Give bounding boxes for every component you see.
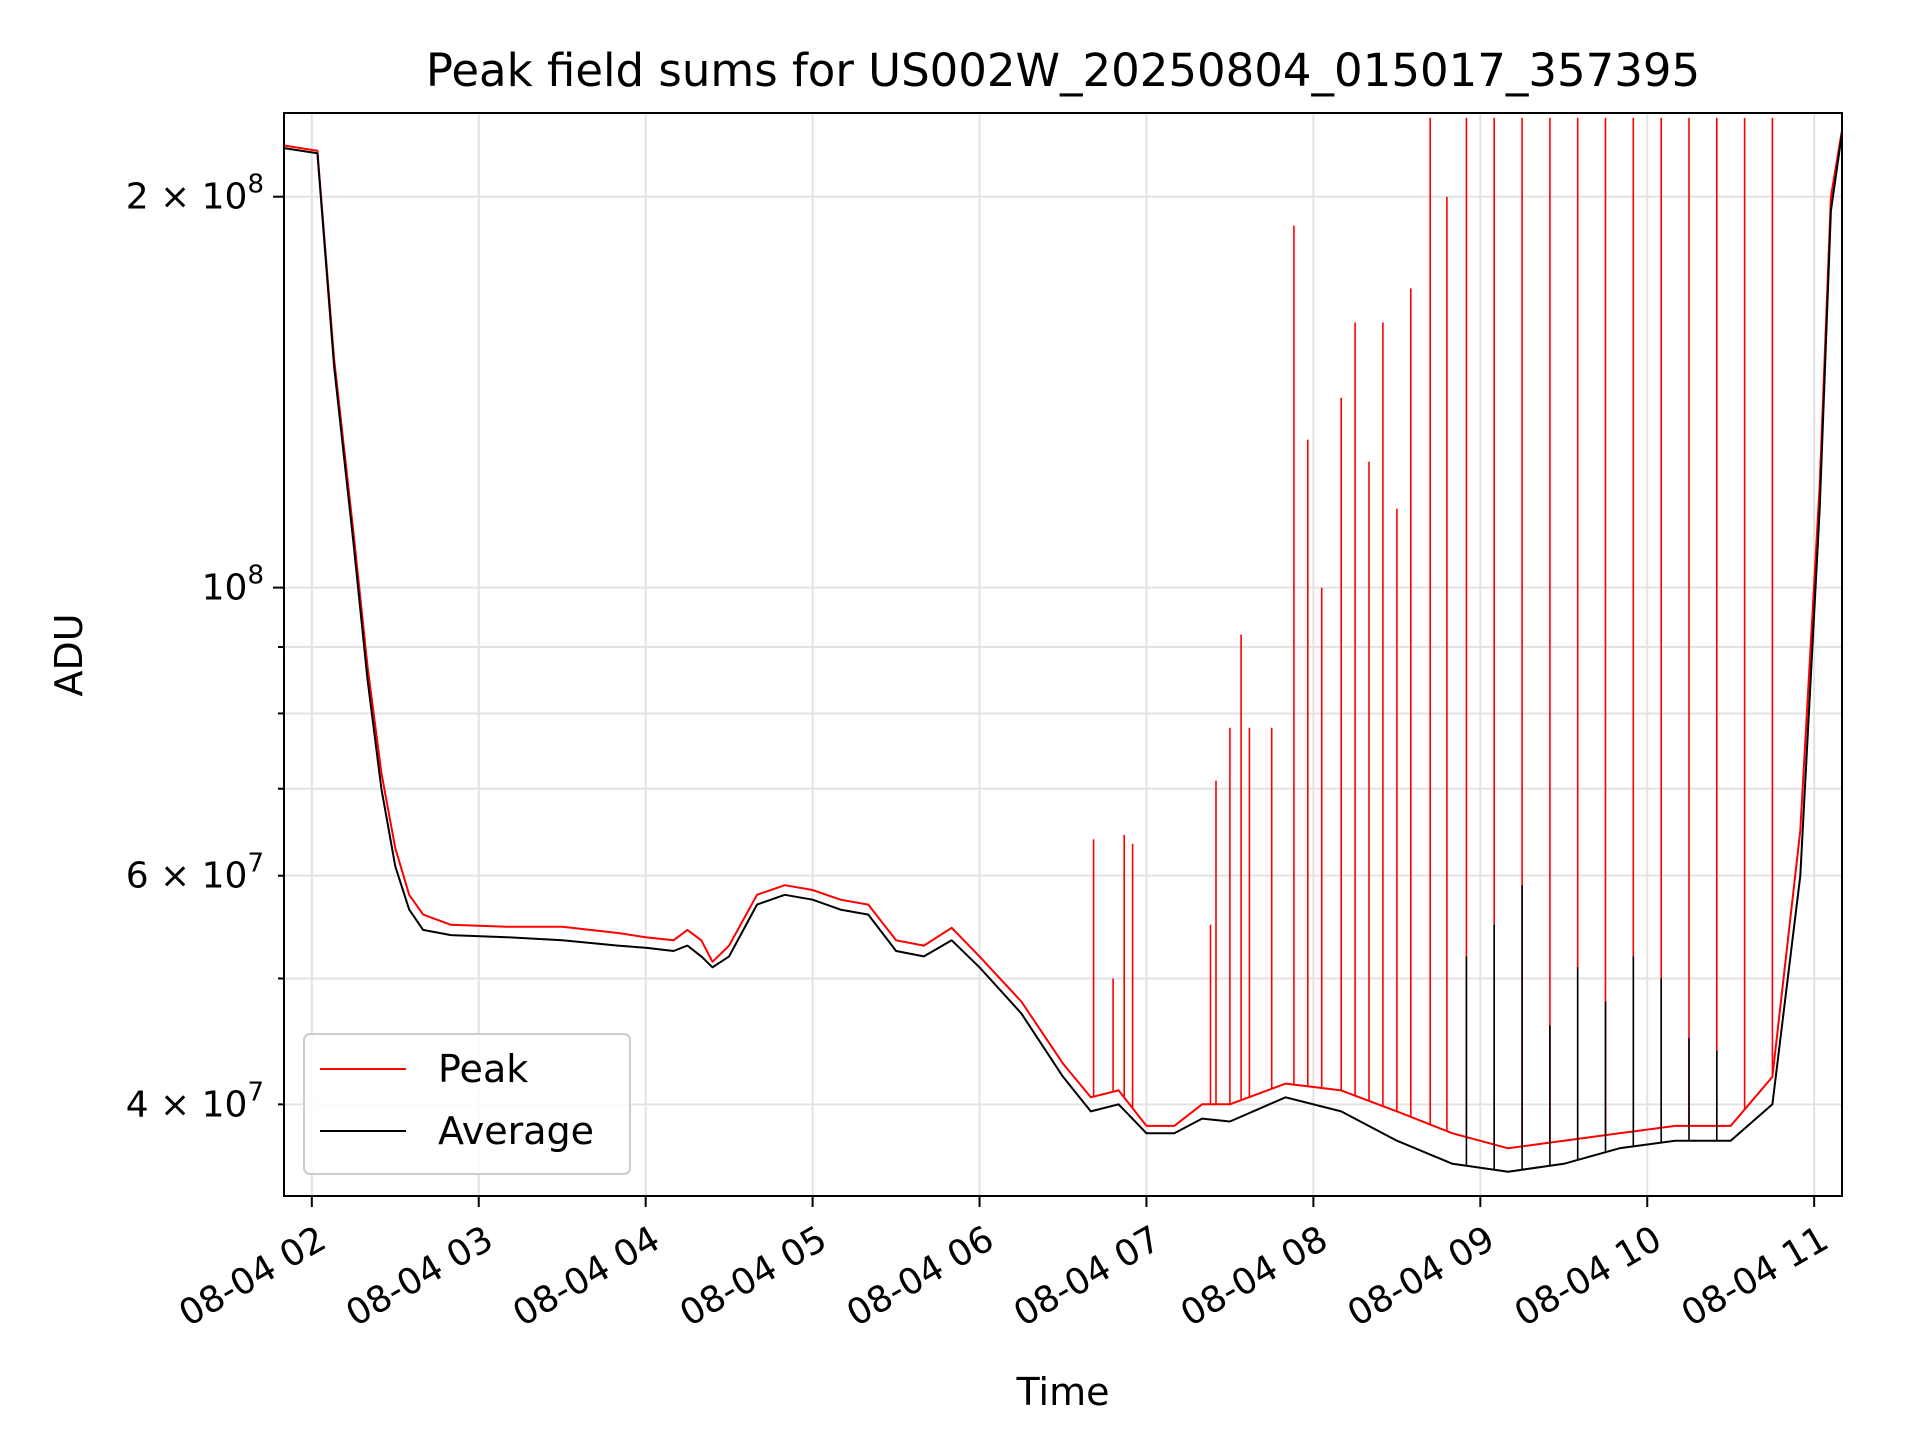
y-axis-ticks: 108 2 × 108 4 × 107 6 × 107 (126, 170, 284, 1125)
y-axis-label: ADU (47, 613, 91, 696)
y-tick-label-major-1: 2 × 108 (126, 170, 264, 218)
legend-label-peak: Peak (438, 1047, 528, 1091)
y-tick-label-minor-0: 4 × 107 (126, 1077, 264, 1125)
legend-label-average: Average (438, 1109, 594, 1153)
legend: Peak Average (303, 1033, 631, 1175)
grid (284, 113, 1842, 1196)
x-axis-label: Time (1016, 1370, 1110, 1414)
y-tick-label-minor-2: 6 × 107 (126, 849, 264, 897)
series-line-peak (284, 130, 1842, 1150)
series-line-average (284, 132, 1842, 1173)
series-layer (284, 117, 1842, 1173)
y-tick-label-major-0: 108 (202, 561, 264, 609)
axes-frame (283, 112, 1843, 1197)
chart-title: Peak field sums for US002W_20250804_0150… (426, 44, 1700, 97)
